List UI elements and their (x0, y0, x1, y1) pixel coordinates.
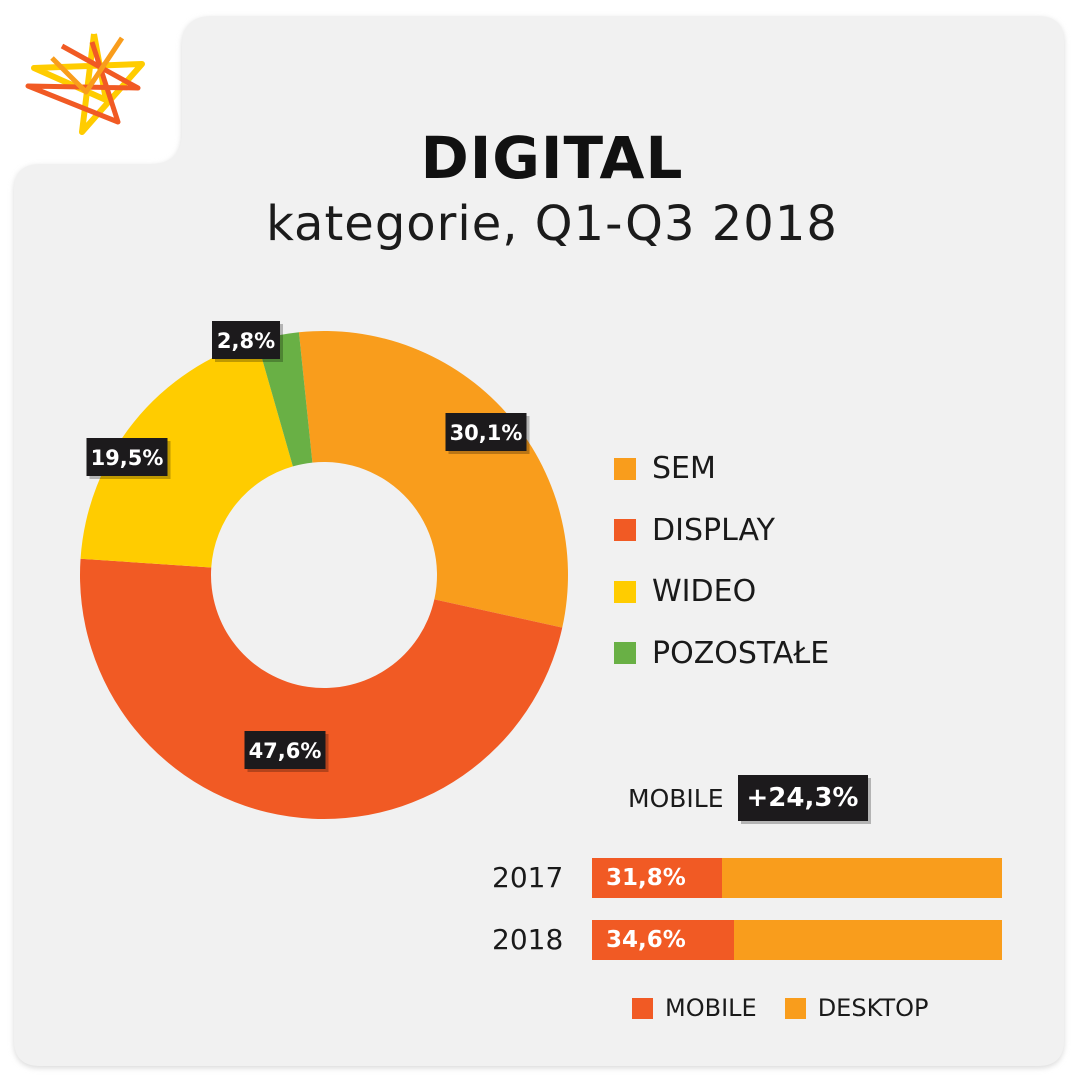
svg-text:19,5%: 19,5% (91, 446, 164, 470)
mobile-growth-badge: +24,3% (737, 775, 868, 821)
donut-value-label-pozostae: 2,8% (212, 321, 283, 362)
legend-label-sem: SEM (652, 451, 716, 487)
legend-swatch-wideo (614, 580, 636, 603)
donut-value-label-sem: 30,1% (445, 413, 530, 454)
page-subtitle: kategorie, Q1-Q3 2018 (266, 196, 838, 252)
bar-desktop-2018: 34,6% (592, 920, 1002, 960)
bar-mobile-2018: 34,6% (592, 920, 734, 960)
donut-slice-pozostae (256, 332, 313, 467)
bar-legend-mobile: MOBILE (632, 994, 757, 1022)
bar-legend-label-mobile: MOBILE (665, 994, 757, 1022)
legend-label-wideo: WIDEO (652, 574, 757, 610)
donut-legend: SEM DISPLAY WIDEO POZOSTAŁE (614, 438, 829, 684)
bar-legend-desktop: DESKTOP (784, 994, 929, 1022)
bar-year-2017: 2017 (492, 861, 564, 894)
donut-slice-wideo (80, 340, 293, 568)
bar-mobile-label-2018: 34,6% (606, 927, 686, 953)
svg-text:30,1%: 30,1% (450, 421, 523, 445)
legend-item-display: DISPLAY (614, 500, 829, 562)
bar-legend-label-desktop: DESKTOP (817, 994, 929, 1022)
page-title: DIGITAL (420, 124, 684, 192)
bar-mobile-2017: 31,8% (592, 858, 723, 898)
svg-text:2,8%: 2,8% (217, 329, 275, 353)
bar-desktop-2017: 31,8% (592, 858, 1002, 898)
legend-swatch-sem (614, 457, 636, 480)
svg-text:47,6%: 47,6% (249, 739, 322, 763)
legend-swatch-pozostale (614, 642, 636, 665)
legend-item-sem: SEM (614, 438, 829, 500)
donut-value-label-display: 47,6% (244, 731, 329, 772)
legend-label-display: DISPLAY (652, 512, 776, 548)
mobile-label: MOBILE (628, 783, 724, 813)
bar-year-2018: 2018 (492, 923, 564, 956)
legend-swatch-display (614, 519, 636, 542)
mobile-growth-header: MOBILE +24,3% (628, 775, 868, 821)
donut-slice-sem (298, 331, 569, 628)
legend-label-pozostale: POZOSTAŁE (652, 635, 830, 671)
star-logo-icon (25, 33, 145, 135)
donut-value-label-wideo: 19,5% (86, 438, 171, 479)
donut-slice-display (80, 558, 563, 819)
legend-item-pozostale: POZOSTAŁE (614, 623, 829, 685)
bar-row-2018: 2018 34,6% (480, 920, 1020, 960)
bar-legend-swatch-mobile (632, 997, 653, 1019)
bar-mobile-label-2017: 31,8% (606, 865, 686, 891)
bar-row-2017: 2017 31,8% (480, 858, 1020, 898)
legend-item-wideo: WIDEO (614, 561, 829, 623)
bar-legend-swatch-desktop (784, 997, 806, 1019)
bar-legend: MOBILE DESKTOP (632, 994, 956, 1022)
